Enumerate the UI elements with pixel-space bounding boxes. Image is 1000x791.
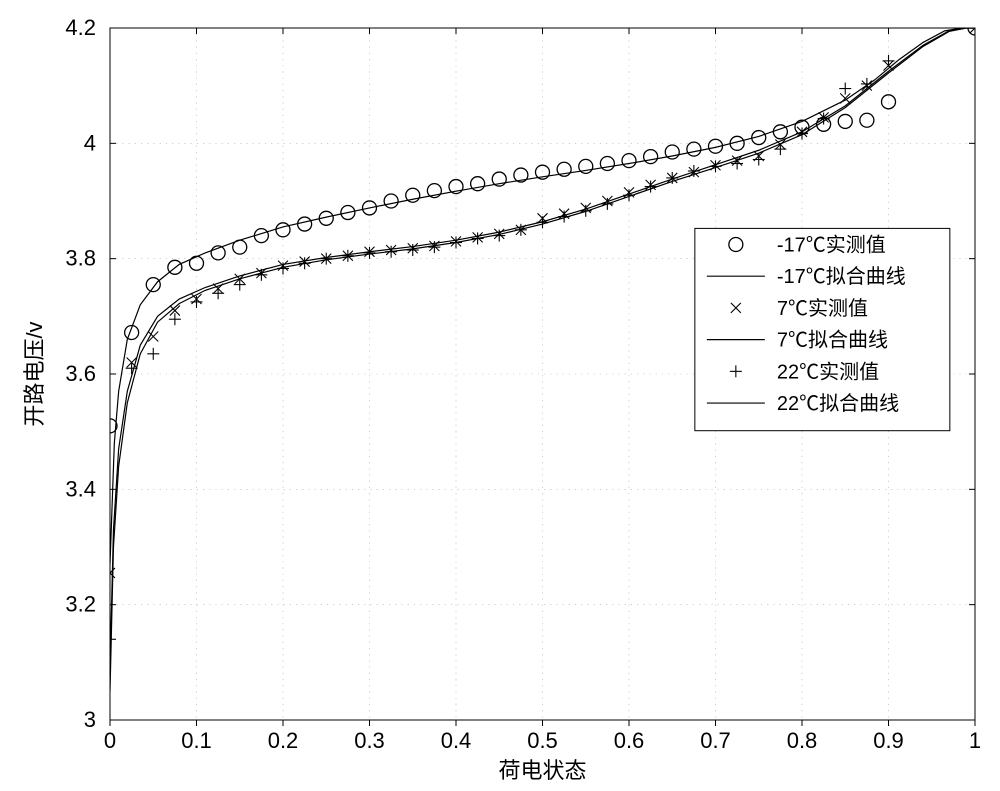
legend-label: 22℃拟合曲线: [777, 392, 899, 415]
y-tick-label: 3.8: [65, 246, 96, 271]
x-tick-label: 0.3: [354, 728, 385, 753]
x-tick-label: 0.7: [700, 728, 731, 753]
y-tick-label: 4: [84, 130, 96, 155]
x-tick-label: 0.6: [614, 728, 645, 753]
chart-svg: 0 0.1 0.2 0.3 0.4 0.5 0.6 0.7 0.8 0.9 1 3 3.2 3.4 3.6 3…: [0, 0, 1000, 791]
y-tick-label: 3.2: [65, 592, 96, 617]
y-tick-label: 4.2: [65, 15, 96, 40]
x-axis-label: 荷电状态: [498, 758, 586, 783]
y-tick-label: 3.6: [65, 361, 96, 386]
x-tick-label: 0.1: [181, 728, 212, 753]
legend-label: 7℃拟合曲线: [777, 329, 888, 352]
y-tick-label: 3.4: [65, 476, 96, 501]
legend-label: -17℃拟合曲线: [777, 265, 906, 288]
legend-label: -17℃实测值: [777, 233, 886, 256]
x-tick-label: 0.5: [527, 728, 558, 753]
y-tick-label: 3: [84, 707, 96, 732]
x-tick-label: 0: [104, 728, 116, 753]
x-tick-label: 0.2: [268, 728, 299, 753]
y-axis-label: 开路电压/v: [22, 321, 47, 426]
x-tick-label: 0.4: [441, 728, 472, 753]
chart-container: 0 0.1 0.2 0.3 0.4 0.5 0.6 0.7 0.8 0.9 1 3 3.2 3.4 3.6 3…: [0, 0, 1000, 791]
x-tick-label: 0.8: [787, 728, 818, 753]
x-tick-label: 0.9: [873, 728, 904, 753]
x-tick-label: 1: [969, 728, 981, 753]
legend-label: 7℃实测值: [777, 297, 868, 320]
legend-label: 22℃实测值: [777, 360, 879, 383]
